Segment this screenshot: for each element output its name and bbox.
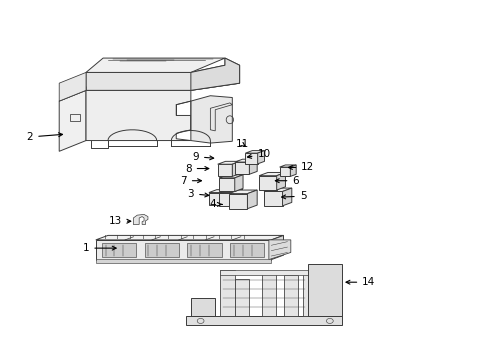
Polygon shape xyxy=(290,165,296,176)
Bar xyxy=(96,259,271,263)
Text: 2: 2 xyxy=(26,132,62,142)
Text: 6: 6 xyxy=(275,176,298,186)
Polygon shape xyxy=(185,316,341,325)
Bar xyxy=(70,114,80,121)
Polygon shape xyxy=(96,240,271,260)
Polygon shape xyxy=(249,159,257,174)
Polygon shape xyxy=(307,264,341,316)
Bar xyxy=(102,243,136,257)
Polygon shape xyxy=(245,153,257,164)
Polygon shape xyxy=(264,188,291,192)
Polygon shape xyxy=(59,87,86,101)
Polygon shape xyxy=(257,150,264,164)
Polygon shape xyxy=(219,178,234,192)
Polygon shape xyxy=(279,167,290,176)
Polygon shape xyxy=(247,190,257,209)
Polygon shape xyxy=(303,273,317,316)
Bar xyxy=(144,243,178,257)
Polygon shape xyxy=(86,76,239,90)
Polygon shape xyxy=(228,190,257,194)
Polygon shape xyxy=(220,270,234,316)
Text: 1: 1 xyxy=(82,243,116,253)
Text: 10: 10 xyxy=(247,149,270,159)
Text: 14: 14 xyxy=(346,277,375,287)
Polygon shape xyxy=(283,275,298,316)
Polygon shape xyxy=(228,194,247,209)
Polygon shape xyxy=(86,58,224,72)
Polygon shape xyxy=(210,103,232,131)
Polygon shape xyxy=(264,192,282,206)
Text: 3: 3 xyxy=(187,189,208,199)
Polygon shape xyxy=(268,240,290,260)
Polygon shape xyxy=(208,190,231,193)
Polygon shape xyxy=(190,298,215,316)
Polygon shape xyxy=(217,161,240,164)
Polygon shape xyxy=(219,189,242,193)
Polygon shape xyxy=(259,172,285,176)
Text: 13: 13 xyxy=(108,216,130,226)
Polygon shape xyxy=(220,270,336,275)
Polygon shape xyxy=(96,235,283,240)
Polygon shape xyxy=(279,165,296,167)
Polygon shape xyxy=(276,172,285,190)
Polygon shape xyxy=(234,159,257,162)
Polygon shape xyxy=(234,175,243,192)
Polygon shape xyxy=(219,193,233,206)
Text: 9: 9 xyxy=(192,152,213,162)
Polygon shape xyxy=(282,188,291,206)
Text: 5: 5 xyxy=(281,191,305,201)
Polygon shape xyxy=(271,235,283,260)
Polygon shape xyxy=(133,215,148,225)
Polygon shape xyxy=(208,193,223,205)
Bar xyxy=(230,243,264,257)
Polygon shape xyxy=(234,279,249,316)
Polygon shape xyxy=(217,164,232,176)
Polygon shape xyxy=(259,176,276,190)
Text: 4: 4 xyxy=(209,199,222,210)
Text: 11: 11 xyxy=(235,139,248,149)
Polygon shape xyxy=(86,58,239,90)
Polygon shape xyxy=(59,72,86,101)
Polygon shape xyxy=(86,90,190,140)
Polygon shape xyxy=(234,162,249,174)
Polygon shape xyxy=(223,190,231,205)
Polygon shape xyxy=(190,58,239,90)
Polygon shape xyxy=(219,175,243,178)
Polygon shape xyxy=(190,96,232,143)
Bar xyxy=(187,243,221,257)
Polygon shape xyxy=(245,150,264,153)
Polygon shape xyxy=(232,161,240,176)
Polygon shape xyxy=(233,189,242,206)
Text: 8: 8 xyxy=(185,163,208,174)
Polygon shape xyxy=(261,273,276,316)
Text: 12: 12 xyxy=(288,162,314,172)
Text: 7: 7 xyxy=(180,176,201,186)
Polygon shape xyxy=(59,90,86,151)
Polygon shape xyxy=(325,282,339,316)
